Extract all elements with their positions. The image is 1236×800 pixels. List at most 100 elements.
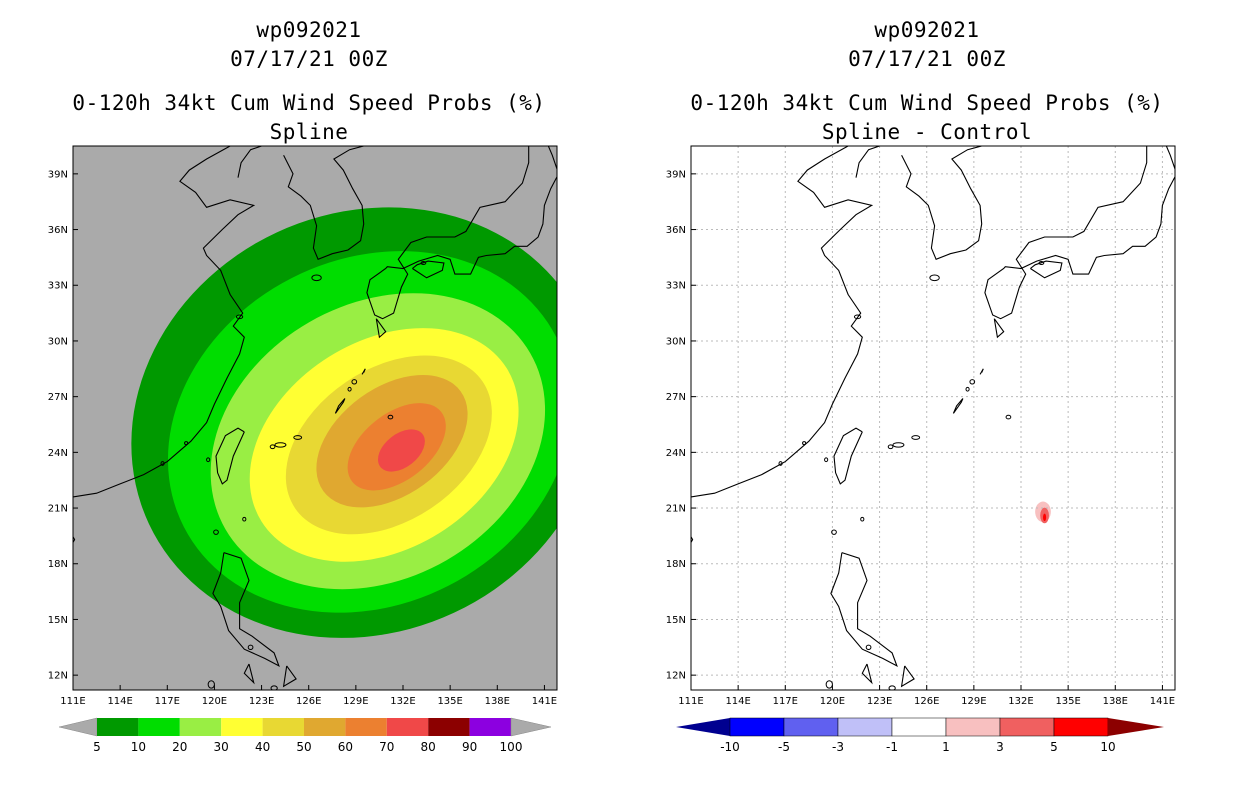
x-tick-label: 132E [390,696,415,707]
colorbar-label: 30 [214,740,229,754]
chart-subtitle: Spline [269,120,349,144]
coastline [855,146,880,178]
coastline [952,398,964,414]
colorbar-label: 90 [462,740,477,754]
colorbar-label: 80 [421,740,436,754]
colorbar-label: 5 [1050,740,1058,754]
colorbar-label: -5 [778,740,790,754]
y-tick-label: 30N [48,336,68,347]
island-coastline [802,441,807,446]
y-tick-label: 21N [48,504,68,515]
y-tick-label: 33N [48,281,68,292]
map-frame [72,145,558,691]
colorbar-swatch [138,718,180,736]
island-coastline [888,685,896,690]
x-tick-label: 111E [60,696,85,707]
colorbar-label: 5 [93,740,101,754]
colorbar-swatch [262,718,304,736]
coastline [993,318,1005,339]
island-coastline [887,444,894,450]
colorbar-swatch [345,718,387,736]
y-tick-label: 30N [666,336,686,347]
island-coastline [387,414,394,420]
x-tick-label: 132E [1008,696,1033,707]
x-tick-label: 114E [107,696,132,707]
island-coastline [351,379,358,385]
x-tick-label: 120E [202,696,227,707]
y-tick-label: 12N [666,671,686,682]
x-tick-label: 126E [296,696,321,707]
coastline [984,146,1175,320]
chart-title: 0-120h 34kt Cum Wind Speed Probs (%) [690,91,1164,115]
colorbar-label: -3 [832,740,844,754]
colorbar-left-arrow [676,718,730,736]
coastline [861,663,873,685]
island-coastline [270,685,278,690]
y-tick-label: 18N [48,559,68,570]
island-coastline [242,516,247,522]
y-tick-label: 36N [48,225,68,236]
colorbar-swatch [837,717,893,737]
island-coastline [825,680,833,689]
storm-id-title: wp092021 [874,18,980,42]
island-coastline [206,457,211,463]
coastline [283,146,365,261]
y-tick-label: 39N [48,169,68,180]
contour-10-pct [1043,513,1047,522]
island-coastline [778,461,783,466]
x-tick-label: 135E [1055,696,1080,707]
colorbar-right-arrow [1108,718,1164,736]
y-tick-label: 36N [666,225,686,236]
y-tick-label: 27N [48,392,68,403]
island-coastline [311,274,322,282]
coastline [1030,260,1063,279]
x-tick-label: 135E [437,696,462,707]
colorbar-left-arrow [58,717,98,737]
colorbar-swatch [729,717,785,737]
colorbar-swatch [97,718,139,736]
island-coastline [213,529,219,535]
coastline [900,665,915,688]
y-tick-label: 24N [48,448,68,459]
island-coastline [293,435,303,440]
y-tick-label: 27N [666,392,686,403]
map-frame [690,145,1176,691]
coastline [73,146,256,498]
storm-id-title: wp092021 [256,18,362,42]
date-title: 07/17/21 00Z [230,47,388,71]
island-coastline [160,461,165,466]
coastline [215,427,245,485]
y-tick-label: 33N [666,281,686,292]
island-coastline [911,435,921,440]
y-tick-label: 12N [48,671,68,682]
x-tick-label: 129E [343,696,368,707]
x-tick-label: 138E [485,696,510,707]
coastline [691,146,874,498]
difference-map: 111E 114E 117E 120E 123E 126E 129E 132E 135E 138E… [666,145,1176,754]
chart-subtitle: Spline - Control [821,120,1033,144]
island-coastline [824,457,829,463]
colorbar-swatch [386,718,429,736]
x-tick-label: 123E [249,696,274,707]
wind-prob-map: 111E 114E 117E 120E 123E 126E 129E 132E 135E 138E… [48,145,558,754]
colorbar-swatch [179,718,222,736]
colorbar-swatch [221,718,263,736]
island-coastline [274,442,287,448]
coastline [830,552,898,668]
colorbar-label: 50 [296,740,311,754]
colorbar-label: 40 [255,740,270,754]
y-tick-label: 24N [666,448,686,459]
colorbar-swatch [783,717,839,737]
x-tick-label: 117E [155,696,180,707]
coastline [833,427,863,485]
island-coastline [269,444,276,450]
contour-1-pct [1007,404,1019,416]
colorbar-label: 100 [500,740,523,754]
coastline [334,398,346,414]
coastline [212,552,280,668]
island-coastline [207,680,215,689]
island-coastline [831,529,837,535]
coastline [366,146,557,320]
island-coastline [247,644,254,651]
colorbar-label: 10 [1100,740,1115,754]
